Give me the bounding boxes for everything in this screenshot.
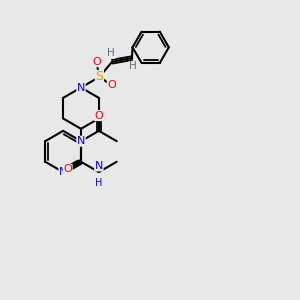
- Text: N: N: [59, 167, 67, 177]
- Text: O: O: [63, 164, 72, 174]
- Text: N: N: [77, 136, 85, 146]
- Text: H: H: [129, 61, 137, 71]
- Text: O: O: [94, 111, 103, 121]
- Text: N: N: [77, 82, 85, 93]
- Text: S: S: [95, 70, 103, 83]
- Text: H: H: [95, 178, 103, 188]
- Text: H: H: [107, 48, 115, 59]
- Text: N: N: [95, 161, 103, 171]
- Text: O: O: [92, 57, 101, 67]
- Text: O: O: [107, 80, 116, 90]
